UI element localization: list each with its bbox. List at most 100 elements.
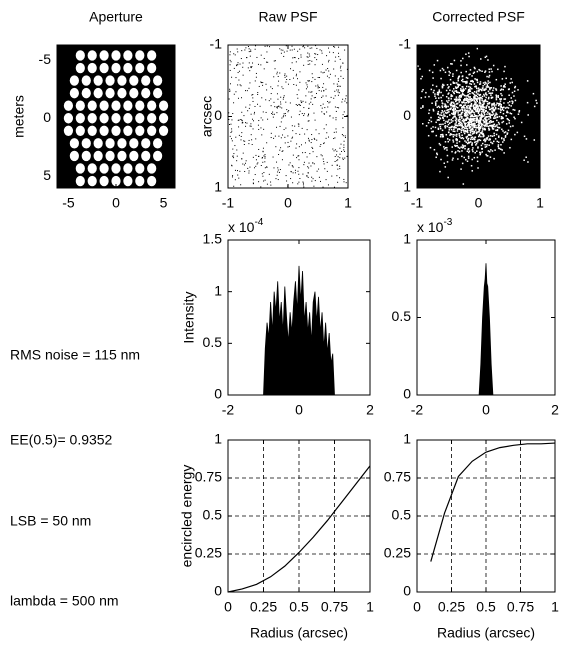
speckle <box>480 108 482 110</box>
speckle <box>269 100 270 101</box>
speckle <box>452 157 454 159</box>
speckle <box>346 95 347 96</box>
speckle <box>254 113 255 114</box>
speckle <box>267 46 268 47</box>
speckle <box>488 91 490 93</box>
speckle <box>460 88 462 90</box>
speckle <box>233 186 234 187</box>
speckle <box>450 94 452 96</box>
speckle <box>455 86 457 88</box>
speckle <box>438 97 440 99</box>
speckle <box>310 92 311 93</box>
speckle <box>245 126 246 127</box>
speckle <box>334 137 335 138</box>
speckle <box>316 140 317 141</box>
speckle <box>335 57 336 58</box>
speckle <box>468 156 470 158</box>
aperture-segment <box>100 113 109 123</box>
aperture-segment <box>123 163 132 173</box>
speckle <box>468 125 470 127</box>
speckle <box>474 152 476 154</box>
speckle <box>284 95 285 96</box>
aperture-segment <box>94 138 103 148</box>
speckle <box>343 127 344 128</box>
speckle <box>304 47 305 48</box>
speckle <box>496 114 498 116</box>
speckle <box>474 104 476 106</box>
speckle <box>508 89 510 91</box>
speckle <box>471 144 473 146</box>
speckle <box>487 82 489 84</box>
speckle <box>344 50 345 51</box>
speckle <box>462 76 464 78</box>
speckle <box>512 92 513 94</box>
speckle <box>514 109 516 111</box>
speckle <box>477 167 479 169</box>
aperture-segment <box>100 163 109 173</box>
speckle <box>320 105 321 106</box>
speckle <box>316 59 317 60</box>
speckle <box>462 94 464 96</box>
speckle <box>498 96 500 98</box>
speckle <box>441 112 443 114</box>
speckle <box>447 116 449 118</box>
speckle <box>310 48 311 49</box>
speckle <box>255 49 256 50</box>
speckle <box>473 98 475 100</box>
speckle <box>335 119 336 120</box>
speckle <box>273 76 274 77</box>
speckle <box>241 136 242 137</box>
speckle <box>451 113 453 115</box>
speckle <box>500 85 502 87</box>
speckle <box>322 108 323 109</box>
speckle <box>462 126 464 128</box>
aperture-segment <box>76 126 85 136</box>
speckle <box>446 100 448 102</box>
speckle <box>510 82 512 84</box>
y-tick-label: 1 <box>214 179 222 195</box>
speckle <box>321 111 322 112</box>
speckle <box>309 153 310 154</box>
speckle <box>491 121 493 123</box>
speckle <box>312 104 313 105</box>
speckle <box>343 114 344 115</box>
speckle <box>428 113 430 115</box>
speckle <box>448 92 450 94</box>
speckle <box>445 147 447 149</box>
speckle <box>448 75 450 77</box>
speckle <box>498 122 500 124</box>
speckle <box>455 127 457 129</box>
speckle <box>498 147 500 149</box>
speckle <box>234 68 235 69</box>
speckle <box>242 122 243 123</box>
speckle <box>476 143 478 145</box>
speckle <box>442 86 444 88</box>
speckle <box>493 102 495 104</box>
speckle <box>282 159 283 160</box>
speckle <box>245 122 246 123</box>
speckle <box>253 120 254 121</box>
speckle <box>437 60 439 62</box>
speckle <box>470 139 472 141</box>
speckle <box>322 64 323 65</box>
aperture-segment <box>88 163 97 173</box>
speckle <box>457 130 459 132</box>
speckle <box>422 89 424 91</box>
speckle <box>467 139 469 141</box>
speckle <box>459 84 461 86</box>
speckle <box>231 138 232 139</box>
speckle <box>347 156 348 157</box>
speckle <box>443 120 445 122</box>
speckle <box>471 137 473 139</box>
speckle <box>496 96 498 98</box>
speckle <box>492 150 494 152</box>
speckle <box>334 150 335 151</box>
speckle <box>237 156 238 157</box>
speckle <box>476 90 478 92</box>
speckle <box>432 77 434 79</box>
speckle <box>289 146 290 147</box>
aperture-segment <box>135 176 144 186</box>
speckle <box>494 149 496 151</box>
speckle <box>454 131 456 133</box>
speckle <box>329 52 330 53</box>
